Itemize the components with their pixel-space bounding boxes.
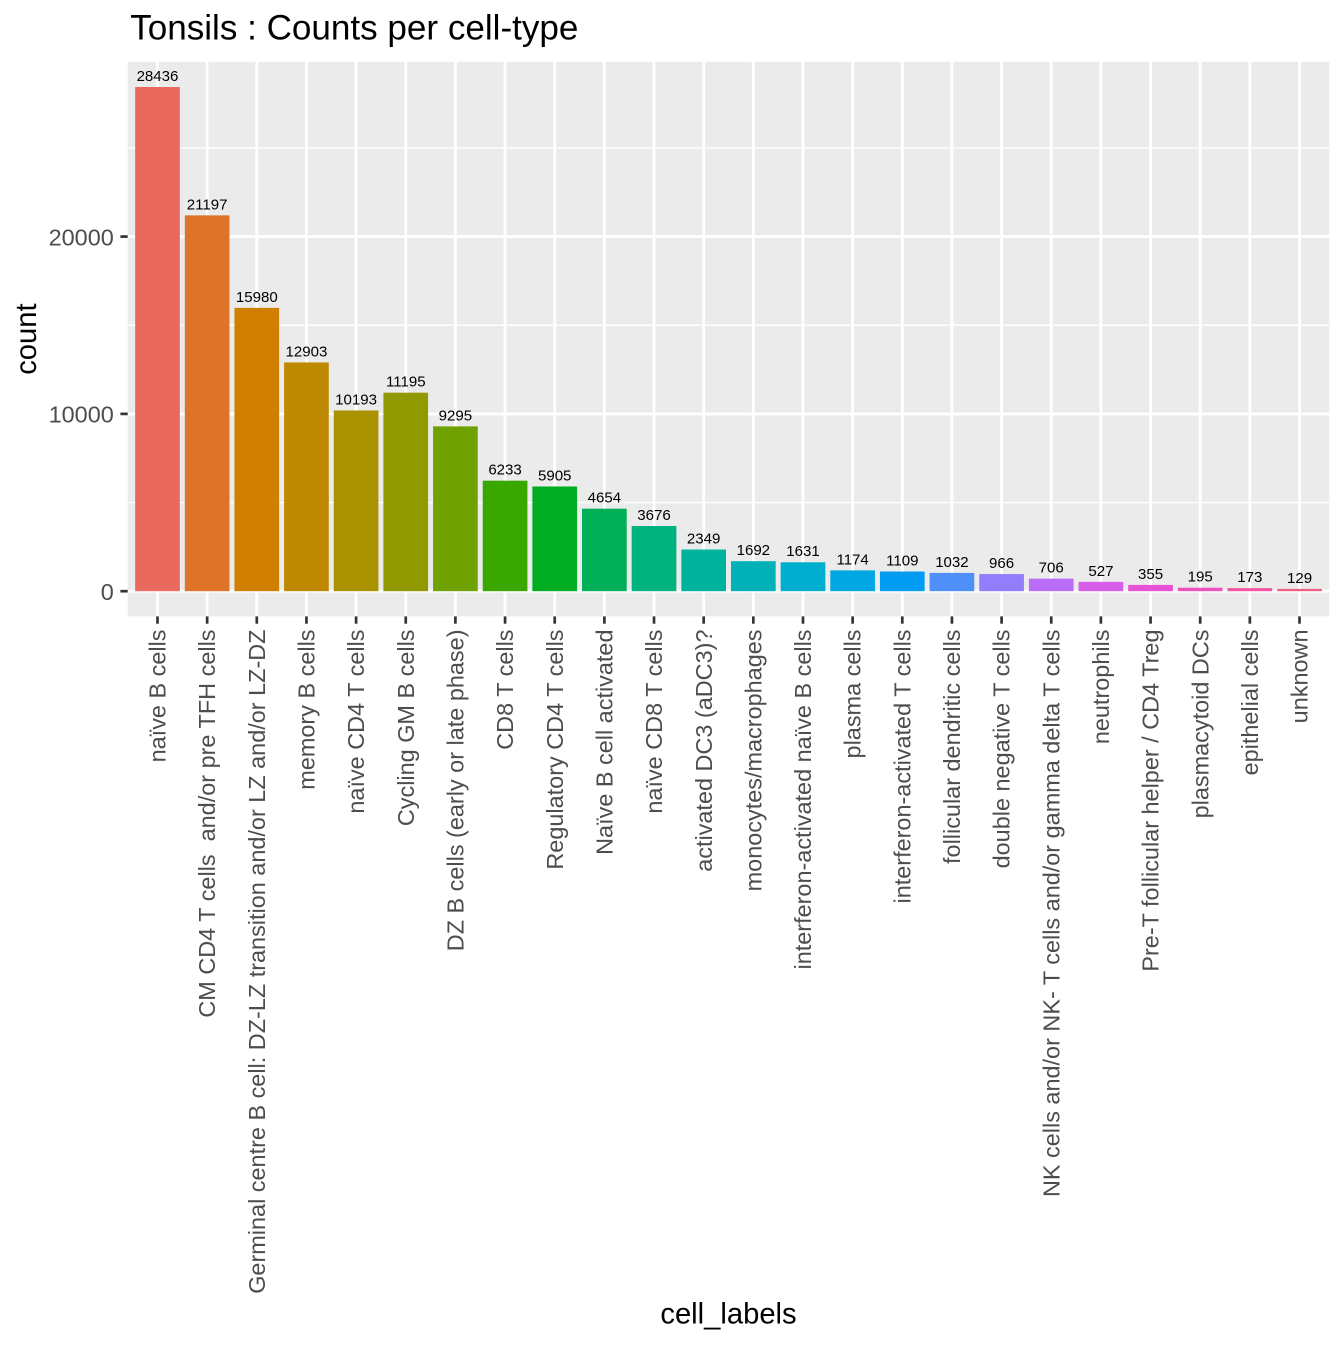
svg-text:9295: 9295 [439, 407, 472, 424]
svg-text:Germinal centre B cell: DZ-LZ: Germinal centre B cell: DZ-LZ transition… [244, 630, 270, 1294]
svg-text:Pre-T follicular helper / CD4: Pre-T follicular helper / CD4 Treg [1138, 630, 1164, 972]
svg-text:double negative T cells: double negative T cells [989, 630, 1015, 869]
svg-text:count: count [11, 303, 43, 374]
svg-text:naïve CD4 T cells: naïve CD4 T cells [343, 630, 369, 814]
svg-text:cell_labels: cell_labels [660, 1299, 796, 1331]
svg-text:28436: 28436 [137, 68, 179, 85]
svg-text:20000: 20000 [49, 224, 114, 250]
svg-text:naïve CD8 T cells: naïve CD8 T cells [641, 630, 667, 814]
svg-text:plasmacytoid DCs: plasmacytoid DCs [1187, 630, 1213, 819]
svg-text:Regulatory CD4 T cells: Regulatory CD4 T cells [542, 630, 568, 870]
svg-text:activated DC3 (aDC3)?: activated DC3 (aDC3)? [691, 630, 717, 872]
svg-text:11195: 11195 [386, 374, 426, 391]
svg-text:CM CD4 T cells and/or pre TFH: CM CD4 T cells and/or pre TFH cells [194, 630, 220, 1018]
svg-text:monocytes/macrophages: monocytes/macrophages [740, 630, 766, 892]
svg-text:4654: 4654 [588, 490, 621, 507]
svg-text:Naïve B cell activated: Naïve B cell activated [591, 630, 617, 855]
svg-text:3676: 3676 [637, 507, 670, 524]
svg-text:DZ B cells (early or late phas: DZ B cells (early or late phase) [443, 630, 469, 952]
svg-text:1032: 1032 [935, 554, 968, 571]
svg-text:195: 195 [1188, 569, 1213, 586]
svg-text:6233: 6233 [488, 462, 521, 479]
svg-text:1631: 1631 [786, 543, 819, 560]
svg-text:1174: 1174 [836, 551, 868, 568]
svg-text:10193: 10193 [335, 391, 377, 408]
svg-text:epithelial cells: epithelial cells [1237, 630, 1263, 776]
svg-text:129: 129 [1287, 570, 1312, 587]
svg-text:Cycling GM B cells: Cycling GM B cells [393, 630, 419, 827]
svg-text:naïve B cells: naïve B cells [145, 630, 171, 763]
svg-text:interferon-activated naïve B c: interferon-activated naïve B cells [790, 630, 816, 970]
svg-text:memory B cells: memory B cells [294, 630, 320, 790]
svg-text:706: 706 [1039, 560, 1064, 577]
svg-text:follicular dendritic cells: follicular dendritic cells [939, 630, 965, 864]
svg-text:1109: 1109 [886, 552, 918, 569]
svg-text:interferon-activated T cells: interferon-activated T cells [889, 630, 915, 904]
svg-text:2349: 2349 [687, 530, 720, 547]
svg-text:Tonsils : Counts per cell-type: Tonsils : Counts per cell-type [130, 8, 578, 47]
svg-text:0: 0 [101, 579, 114, 605]
svg-text:21197: 21197 [187, 196, 228, 213]
svg-text:5905: 5905 [538, 467, 571, 484]
svg-text:355: 355 [1138, 566, 1163, 583]
svg-text:NK cells and/or NK- T cells an: NK cells and/or NK- T cells and/or gamma… [1038, 630, 1064, 1198]
svg-text:173: 173 [1237, 569, 1262, 586]
svg-text:1692: 1692 [737, 542, 770, 559]
svg-text:CD8 T cells: CD8 T cells [492, 630, 518, 750]
svg-text:neutrophils: neutrophils [1088, 630, 1114, 745]
svg-text:12903: 12903 [286, 343, 328, 360]
svg-text:527: 527 [1088, 563, 1113, 580]
svg-text:plasma cells: plasma cells [840, 630, 866, 759]
svg-text:15980: 15980 [236, 289, 278, 306]
svg-text:10000: 10000 [49, 402, 114, 428]
svg-text:966: 966 [989, 555, 1014, 572]
svg-text:unknown: unknown [1287, 630, 1313, 724]
